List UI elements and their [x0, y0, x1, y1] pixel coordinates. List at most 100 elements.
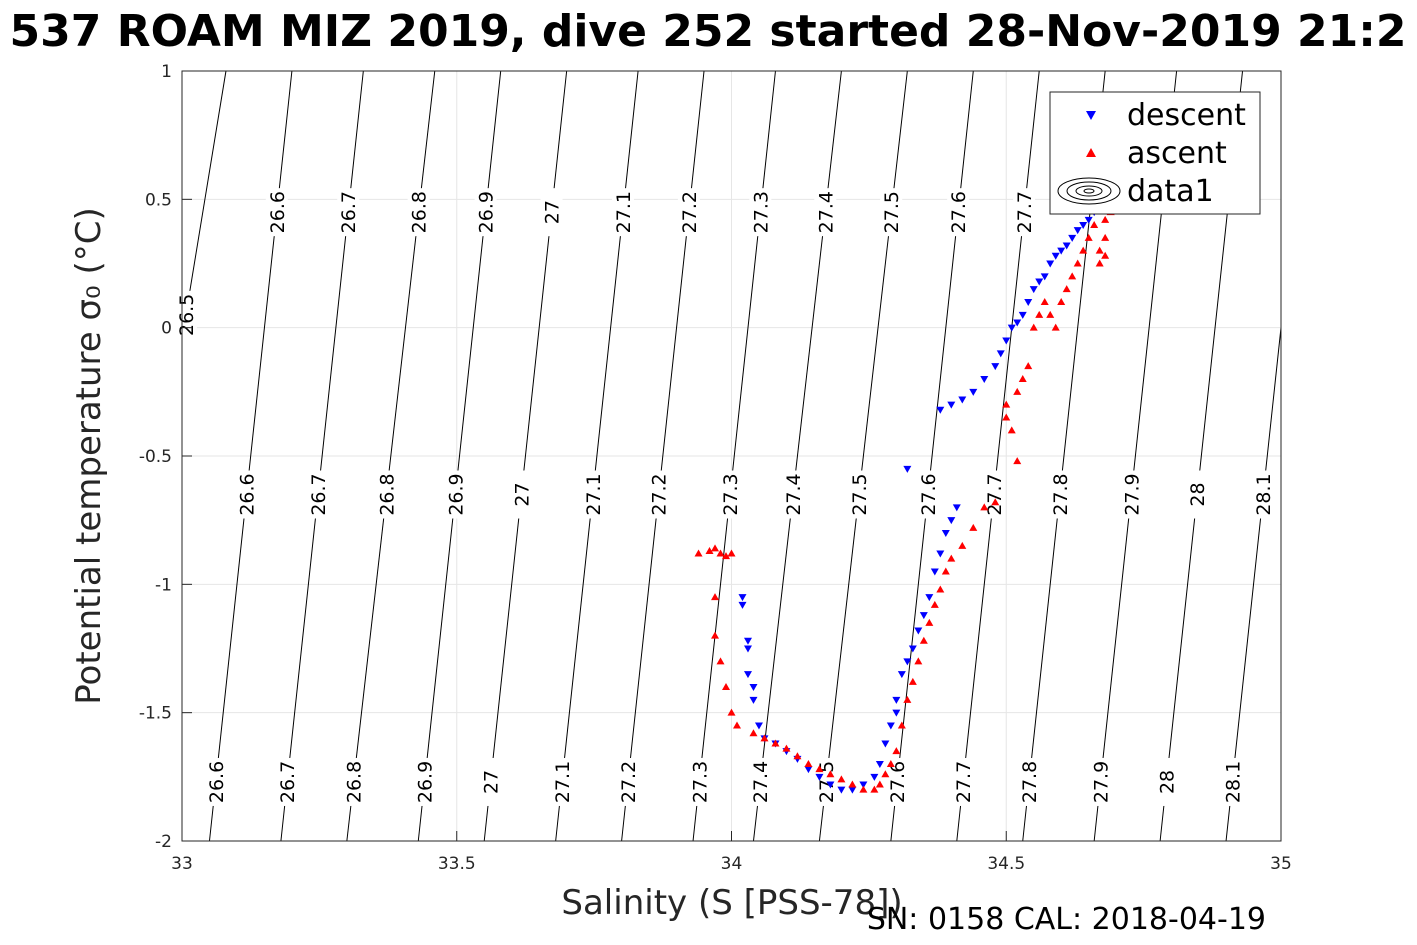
isopycnal-label: 27.2: [618, 761, 640, 803]
isopycnal-label-bg: [265, 188, 288, 237]
isopycnal-label-bg: [916, 470, 939, 519]
descent-point: [1068, 234, 1077, 242]
isopycnal-label: 26.6: [267, 191, 289, 233]
isopycnal-label-bg: [947, 188, 970, 237]
isopycnal-label-bg: [952, 757, 975, 806]
y-axis-title: Potential temperature σ₀ (°C): [69, 207, 109, 705]
legend-ascent-label: ascent: [1127, 136, 1227, 171]
descent-point: [875, 761, 884, 768]
ascent-point: [694, 549, 703, 557]
isopycnal-label: 27: [481, 770, 503, 794]
y-tick-label: 0.5: [145, 190, 172, 210]
ascent-point: [930, 600, 939, 608]
isopycnal-label-bg: [550, 757, 573, 806]
x-tick-label: 35: [1270, 854, 1292, 874]
ascent-point: [892, 747, 901, 755]
ascent-point: [870, 785, 879, 793]
descent-point: [738, 601, 747, 609]
isopycnal-label-bg: [814, 188, 837, 237]
descent-point: [903, 658, 912, 666]
ascent-point: [947, 554, 956, 562]
isopycnal-label-bg: [174, 290, 197, 339]
isopycnal-label: 28.1: [1253, 473, 1275, 515]
isopycnal-label: 27.7: [1014, 191, 1036, 233]
ascent-point: [1002, 413, 1011, 421]
x-tick-label: 34.5: [987, 854, 1025, 874]
ascent-point: [1084, 233, 1093, 241]
legend-descent-label: descent: [1127, 98, 1246, 133]
data-series: [694, 200, 1115, 794]
descent-point: [1029, 286, 1038, 294]
ascent-point: [1013, 457, 1022, 465]
legend: descent ascent data1: [1049, 91, 1261, 215]
descent-point: [908, 645, 917, 653]
isopycnal-label: 27.6: [948, 191, 970, 233]
descent-point: [930, 568, 939, 576]
isopycnal-label: 27.4: [815, 191, 837, 233]
isopycnal-label: 27.4: [783, 473, 805, 515]
ascent-point: [1079, 246, 1088, 254]
isopycnal-label-bg: [342, 757, 365, 806]
descent-point: [936, 550, 945, 558]
isopycnal-label-bg: [479, 757, 502, 806]
ascent-point: [1035, 310, 1044, 318]
ascent-point: [1095, 259, 1104, 267]
descent-point: [947, 517, 956, 525]
descent-point: [754, 722, 763, 730]
isopycnal-label-bg: [1155, 757, 1178, 806]
descent-point: [881, 740, 890, 748]
isopycnal-line: [1225, 327, 1282, 842]
ascent-point: [991, 498, 1000, 506]
descent-point: [914, 627, 923, 635]
isopycnal-label: 26.8: [409, 191, 431, 233]
ascent-point: [732, 721, 741, 729]
isopycnal-label: 26.7: [308, 473, 330, 515]
isopycnal-label: 27.5: [849, 473, 871, 515]
isopycnal-label: 27: [542, 200, 564, 224]
isopycnal-label: 27.6: [918, 473, 940, 515]
isopycnal-label-bg: [647, 470, 670, 519]
ascent-point: [793, 752, 802, 760]
descent-point: [919, 612, 928, 620]
descent-point: [936, 406, 945, 414]
isopycnal-label-bg: [1048, 470, 1071, 519]
isopycnal-label-bg: [677, 188, 700, 237]
descent-point: [969, 388, 978, 396]
ascent-point: [1095, 246, 1104, 254]
descent-point: [903, 465, 912, 473]
isopycnal-label-bg: [880, 188, 903, 237]
descent-point: [941, 530, 950, 537]
isopycnal-label-bg: [1089, 757, 1112, 806]
ascent-point: [722, 683, 731, 690]
ascent-point: [1073, 259, 1082, 267]
axis-ticks: 33 33.5 34 34.5 35 -2 -1.5 -1 -0.5 0 0.5 1: [139, 62, 1292, 874]
descent-point: [804, 766, 813, 774]
ascent-point: [1101, 215, 1110, 223]
isopycnal-label-bg: [510, 470, 533, 519]
descent-point: [1084, 216, 1093, 224]
isopycnal-label: 26.7: [338, 191, 360, 233]
isopycnal-label-bg: [1252, 470, 1275, 519]
isopycnal-label: 27.7: [984, 473, 1006, 515]
ascent-point: [1046, 310, 1055, 318]
isopycnal-label: 26.8: [376, 473, 398, 515]
x-tick-label: 33: [171, 854, 193, 874]
ascent-point: [749, 729, 758, 737]
isopycnal-label: 27.8: [1050, 473, 1072, 515]
descent-point: [892, 696, 901, 704]
legend-data1-label: data1: [1127, 174, 1214, 209]
descent-point: [743, 637, 752, 645]
ascent-point: [969, 523, 978, 531]
isopycnal-label: 27.7: [953, 761, 975, 803]
descent-point: [749, 696, 758, 704]
descent-point: [1018, 311, 1027, 319]
descent-point: [1073, 227, 1082, 235]
descent-point: [826, 781, 835, 789]
isopycnal-label-bg: [1018, 757, 1041, 806]
descent-point: [991, 363, 1000, 371]
isopycnal-label: 27.3: [689, 761, 711, 803]
descent-point: [952, 504, 961, 512]
figure-title: 537 ROAM MIZ 2019, dive 252 started 28-N…: [0, 2, 1417, 58]
isopycnal-label-bg: [1013, 188, 1036, 237]
